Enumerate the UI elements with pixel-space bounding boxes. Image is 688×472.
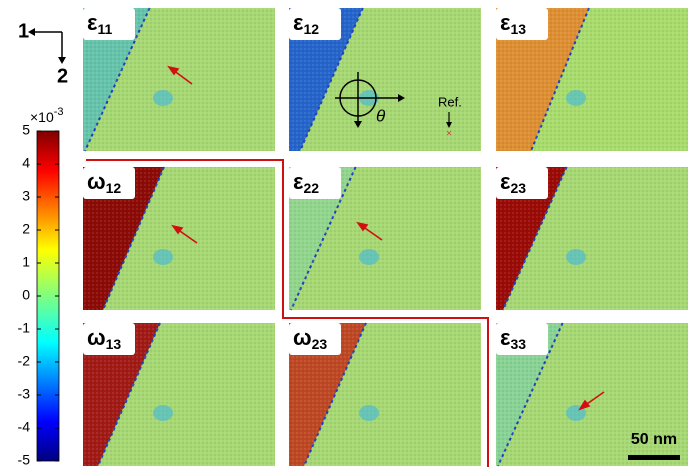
tick-label: -5	[18, 452, 31, 467]
defect	[566, 249, 586, 265]
reference-label: Ref.	[438, 94, 462, 109]
feature-arrows	[167, 65, 605, 411]
scale-bar-label: 50 nm	[631, 431, 677, 448]
axis-label: 1	[18, 20, 29, 42]
subscript: 33	[510, 336, 526, 352]
panel-label: ε22	[293, 169, 319, 196]
strain-map: ε12	[289, 7, 481, 152]
tick-label: 2	[22, 221, 30, 237]
crosshair: θ	[335, 72, 405, 128]
axis-label: 2	[57, 65, 68, 87]
panel-label: ω13	[87, 325, 121, 352]
tick-label: -1	[18, 320, 31, 336]
panel-label: ε23	[500, 169, 526, 196]
strain-map: ω13	[83, 322, 275, 467]
tick-label: 5	[22, 122, 30, 138]
symbol: ε	[293, 169, 304, 194]
symbol: ω	[87, 169, 106, 194]
panel-label: ε13	[500, 10, 526, 37]
label-box	[496, 167, 548, 199]
symbol: ε	[500, 325, 511, 350]
exponent: -3	[54, 106, 64, 118]
panel-label: ε11	[87, 10, 112, 37]
arrow-head	[58, 57, 66, 64]
defect	[566, 90, 586, 106]
symbol: ω	[293, 325, 312, 350]
strain-map: ω23	[289, 322, 481, 467]
symbol: ε	[500, 169, 511, 194]
defect	[359, 405, 379, 421]
subscript: 23	[312, 336, 328, 352]
strain-map: ε11	[83, 7, 275, 152]
label-box	[83, 167, 135, 199]
angle-label: θ	[376, 106, 386, 125]
subscript: 11	[97, 21, 112, 37]
subscript: 13	[106, 336, 122, 352]
strain-map: ε13	[496, 7, 688, 152]
subscript: 23	[510, 180, 526, 196]
tick-label: 4	[22, 155, 30, 171]
label-box	[289, 167, 341, 199]
label-box	[496, 323, 548, 355]
panel-label: ω12	[87, 169, 121, 196]
strain-map: ε23	[496, 166, 688, 311]
label-box	[83, 323, 135, 355]
boundary-line	[86, 159, 489, 467]
panel-label: ω23	[293, 325, 327, 352]
colorbar-ticks: 5 4 3 2 1 0 -1 -2 -3 -4 -5	[18, 122, 59, 468]
defect	[359, 249, 379, 265]
label-box	[496, 8, 548, 40]
tick-label: -2	[18, 353, 31, 369]
panel-label: ε12	[293, 10, 319, 37]
subscript: 12	[106, 180, 122, 196]
symbol: ω	[87, 325, 106, 350]
subscript: 12	[303, 21, 319, 37]
reference-mark: ×	[446, 129, 452, 140]
defect	[153, 405, 173, 421]
arrow-head	[28, 28, 35, 36]
label-box	[83, 8, 135, 40]
subscript: 13	[510, 21, 526, 37]
strain-map: ω12	[83, 166, 275, 311]
tick-label: -4	[18, 419, 31, 435]
multiplier: ×10	[30, 109, 54, 125]
panel-label: ε33	[500, 325, 526, 352]
strain-map: ε33	[496, 322, 688, 467]
symbol: ε	[293, 10, 304, 35]
defect	[153, 249, 173, 265]
colorbar-multiplier: ×10-3	[30, 106, 64, 125]
tick-label: 0	[22, 287, 30, 303]
scale-bar	[628, 455, 680, 460]
defect	[153, 90, 173, 106]
arrow-head	[446, 122, 452, 128]
tick-label: 3	[22, 188, 30, 204]
symbol: ε	[87, 10, 98, 35]
label-box	[289, 8, 341, 40]
label-box	[289, 323, 341, 355]
symbol: ε	[500, 10, 511, 35]
strain-map: ε22	[289, 166, 481, 311]
tick-label: -3	[18, 386, 31, 402]
tick-label: 1	[22, 254, 30, 270]
axes-indicator: 1 2	[18, 20, 68, 87]
subscript: 22	[303, 180, 319, 196]
